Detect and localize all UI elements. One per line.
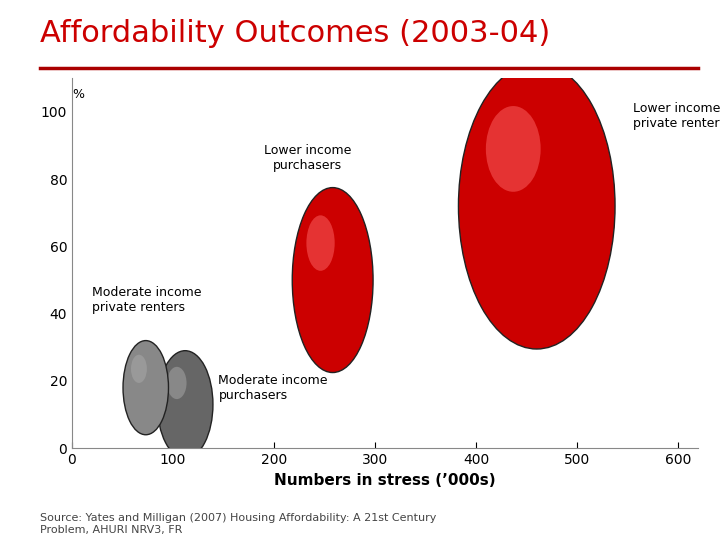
Text: Lower income
private renters: Lower income private renters: [633, 102, 720, 130]
Ellipse shape: [307, 215, 335, 271]
Ellipse shape: [459, 63, 615, 349]
Text: Moderate income
purchasers: Moderate income purchasers: [218, 374, 328, 402]
Ellipse shape: [486, 106, 541, 192]
Text: Lower income
purchasers: Lower income purchasers: [264, 145, 351, 172]
Text: Source: Yates and Milligan (2007) Housing Affordability: A 21st Century
Problem,: Source: Yates and Milligan (2007) Housin…: [40, 513, 436, 535]
Ellipse shape: [123, 341, 168, 435]
Ellipse shape: [167, 367, 186, 399]
Text: %: %: [72, 89, 84, 102]
Text: Affordability Outcomes (2003-04): Affordability Outcomes (2003-04): [40, 19, 550, 48]
Ellipse shape: [158, 350, 213, 458]
Ellipse shape: [131, 355, 147, 383]
Ellipse shape: [292, 187, 373, 373]
X-axis label: Numbers in stress (’000s): Numbers in stress (’000s): [274, 472, 496, 488]
Text: Moderate income
private renters: Moderate income private renters: [92, 286, 202, 314]
